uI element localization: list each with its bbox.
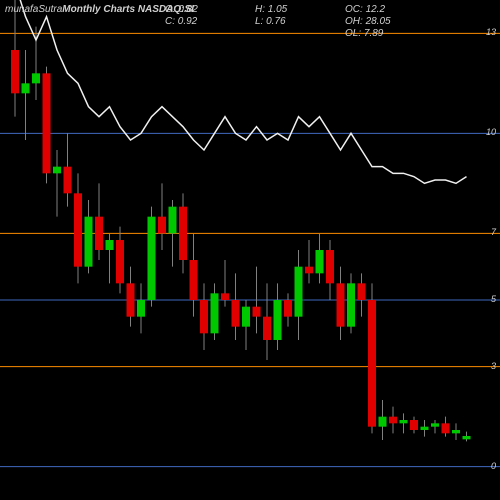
candle-body (421, 427, 429, 430)
candle-body (232, 300, 240, 327)
overlay-line (15, 0, 467, 183)
candle-body (190, 260, 198, 300)
ohlc-value: 0.76 (266, 16, 285, 27)
ohlc-h: H: 1.05 (255, 4, 287, 15)
ohlc-value: 28.05 (366, 16, 391, 27)
candle-body (53, 167, 61, 174)
y-axis-label: 0 (491, 461, 496, 471)
ohlc-l: L: 0.76 (255, 16, 286, 27)
y-axis-label: 7 (491, 227, 496, 237)
candle-body (274, 300, 282, 340)
candle-body (368, 300, 376, 427)
candle-body (242, 307, 250, 327)
candle-body (169, 207, 177, 234)
candle-body (32, 73, 40, 83)
candle-body (106, 240, 114, 250)
candle-body (148, 217, 156, 300)
candle-body (305, 267, 313, 274)
title-prefix: munafaSutra (5, 4, 62, 15)
candle-body (284, 300, 292, 317)
candle-body (379, 417, 387, 427)
ohlc-value: 12.2 (366, 4, 385, 15)
candle-body (43, 73, 51, 173)
candle-body (64, 167, 72, 194)
ohlc-key: H: (255, 4, 268, 15)
candle-body (400, 420, 408, 423)
ohlc-c: C: 0.92 (165, 16, 197, 27)
candle-body (263, 317, 271, 340)
y-axis-label: 3 (491, 361, 496, 371)
candle-body (179, 207, 187, 260)
candle-body (326, 250, 334, 283)
candle-body (22, 83, 30, 93)
ohlc-value: 7.89 (364, 28, 383, 39)
ohlc-key: L: (255, 16, 266, 27)
candle-body (358, 283, 366, 300)
ohlc-value: 0.92 (178, 16, 197, 27)
ohlc-key: O: (165, 4, 178, 15)
candle-body (158, 217, 166, 234)
candle-body (127, 283, 135, 316)
candle-body (463, 436, 471, 439)
ohlc-key: OL: (345, 28, 364, 39)
y-axis-label: 5 (491, 294, 496, 304)
candle-body (410, 420, 418, 430)
ohlc-oc: OC: 12.2 (345, 4, 385, 15)
ohlc-ol: OL: 7.89 (345, 28, 383, 39)
candle-body (442, 423, 450, 433)
candlestick-chart[interactable]: munafaSutraMonthly Charts NASDAQ:SIO: 0.… (0, 0, 500, 500)
candle-body (316, 250, 324, 273)
candle-body (337, 283, 345, 326)
candle-body (431, 423, 439, 426)
ohlc-value: 1.05 (268, 4, 287, 15)
candle-body (74, 193, 82, 266)
ohlc-o: O: 0.82 (165, 4, 198, 15)
candle-body (221, 293, 229, 300)
candle-body (11, 50, 19, 93)
ohlc-key: C: (165, 16, 178, 27)
candle-body (200, 300, 208, 333)
y-axis-label: 13 (486, 27, 496, 37)
ohlc-key: OH: (345, 16, 366, 27)
candle-body (347, 283, 355, 326)
candle-body (452, 430, 460, 433)
candle-body (389, 417, 397, 424)
candle-body (295, 267, 303, 317)
ohlc-key: OC: (345, 4, 366, 15)
candle-body (85, 217, 93, 267)
candle-body (253, 307, 261, 317)
candle-body (137, 300, 145, 317)
candle-body (116, 240, 124, 283)
candle-body (211, 293, 219, 333)
y-axis-label: 10 (486, 127, 496, 137)
chart-svg (0, 0, 500, 500)
candle-body (95, 217, 103, 250)
ohlc-value: 0.82 (178, 4, 197, 15)
ohlc-oh: OH: 28.05 (345, 16, 391, 27)
